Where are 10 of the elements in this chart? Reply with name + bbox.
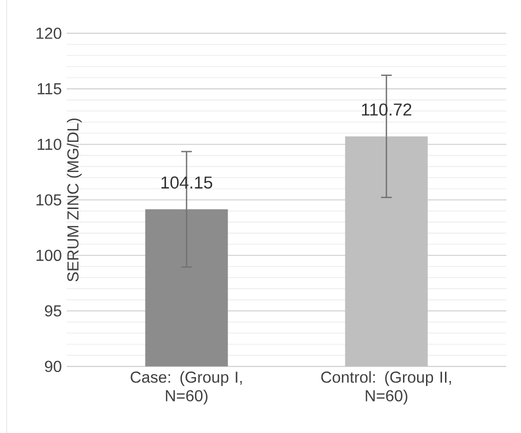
y-tick-label: 90 [44,360,62,372]
y-axis-title: SERUM ZINC (MG/DL) [66,118,82,282]
x-tick-label: Case: (Group I, N=60) [130,371,242,405]
y-tick-label: 100 [36,250,62,261]
y-tick-label: 105 [36,194,62,206]
y-tick-label: 120 [36,28,62,39]
y-tick-label: 110 [38,138,62,150]
x-tick-label: Control: (Group II, N=60) [321,371,451,405]
y-tick-label: 95 [44,305,62,317]
y-tick-label: 115 [38,83,62,94]
